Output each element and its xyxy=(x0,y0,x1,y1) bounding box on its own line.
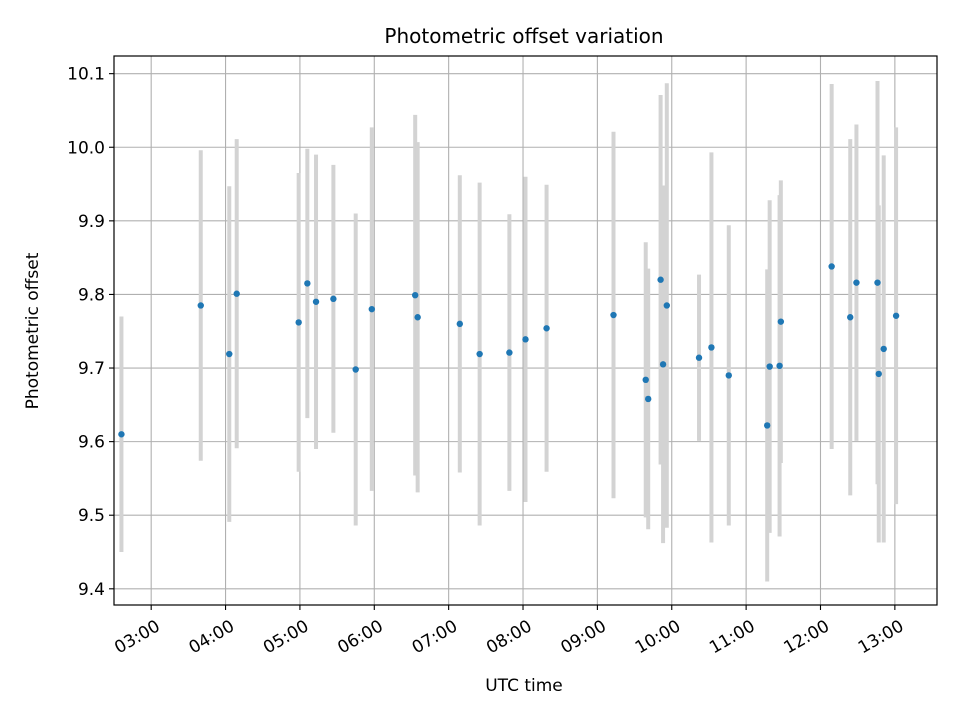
data-point xyxy=(295,319,302,326)
x-axis-label: UTC time xyxy=(485,676,563,696)
data-point xyxy=(657,276,664,283)
data-point xyxy=(610,311,617,319)
data-point xyxy=(847,314,854,321)
y-tick-label: 9.6 xyxy=(78,433,105,453)
data-point xyxy=(828,263,835,270)
data-point xyxy=(777,318,785,325)
data-point xyxy=(875,370,882,378)
data-point xyxy=(763,422,771,429)
data-point xyxy=(456,320,464,328)
data-point xyxy=(411,291,419,299)
data-point xyxy=(476,350,483,358)
data-point xyxy=(368,305,376,313)
y-tick-label: 9.7 xyxy=(78,359,105,379)
y-tick-label: 9.5 xyxy=(78,506,105,526)
y-tick-label: 9.9 xyxy=(78,212,105,232)
y-tick-label: 10.1 xyxy=(67,65,105,85)
data-point xyxy=(330,295,337,303)
data-point xyxy=(352,366,359,373)
data-point xyxy=(233,290,240,297)
data-point xyxy=(874,279,881,286)
data-point xyxy=(663,302,670,309)
chart-title: Photometric offset variation xyxy=(384,24,663,48)
data-point xyxy=(506,349,513,356)
data-point xyxy=(312,298,320,305)
data-point xyxy=(880,345,887,353)
data-point xyxy=(695,354,703,361)
data-point xyxy=(304,280,311,287)
y-tick-label: 9.4 xyxy=(78,580,105,600)
data-point xyxy=(226,350,233,358)
data-point xyxy=(766,363,773,370)
data-point xyxy=(708,344,715,351)
y-axis-ticks: 9.4 9.5 9.6 9.7 9.8 9.9 10.0 10.1 xyxy=(67,65,114,600)
data-point xyxy=(642,376,649,384)
y-tick-label: 9.8 xyxy=(78,285,105,305)
data-point xyxy=(776,362,783,370)
data-points xyxy=(118,263,900,438)
data-point xyxy=(197,302,204,309)
data-point xyxy=(414,314,421,321)
data-point xyxy=(659,361,667,368)
data-point xyxy=(853,279,860,286)
data-point xyxy=(725,372,732,379)
data-point xyxy=(522,336,529,343)
y-axis-label: Photometric offset xyxy=(23,252,43,409)
plot-area-frame xyxy=(113,55,938,606)
y-tick-label: 10.0 xyxy=(67,138,105,158)
data-point xyxy=(645,395,652,403)
data-point xyxy=(118,431,125,438)
data-point xyxy=(543,325,550,332)
data-point xyxy=(892,312,900,319)
